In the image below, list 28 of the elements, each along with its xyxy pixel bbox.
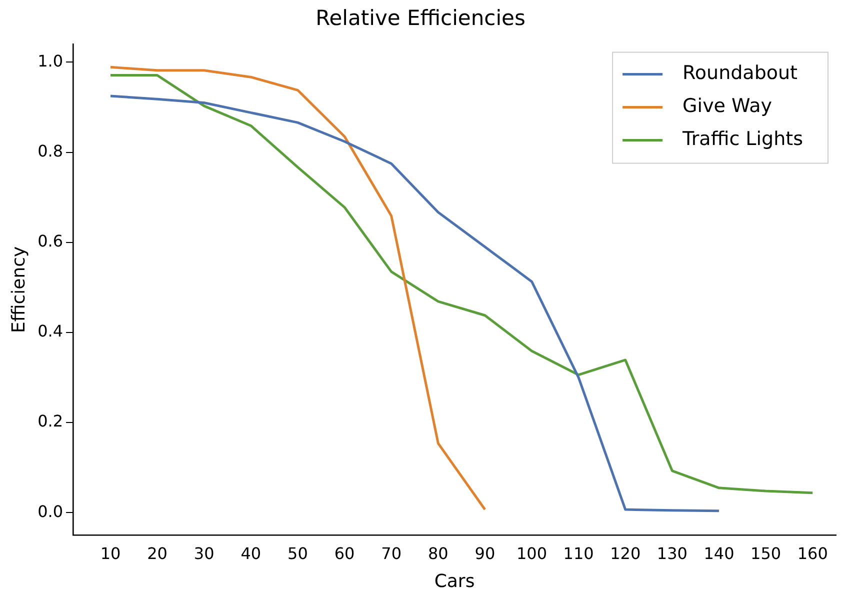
x-tick-label: 150 — [750, 544, 782, 563]
x-tick-label: 20 — [147, 544, 168, 563]
x-tick-label: 140 — [704, 544, 734, 563]
y-tick-label: 0.2 — [38, 412, 64, 431]
legend-label: Traffic Lights — [682, 128, 804, 150]
x-tick-label: 40 — [240, 544, 262, 563]
legend-label: Give Way — [682, 95, 772, 118]
x-tick-label: 90 — [474, 544, 496, 563]
x-tick-label: 120 — [610, 544, 641, 563]
x-tick-label: 50 — [288, 544, 308, 563]
x-axis-title: Cars — [434, 570, 475, 592]
x-tick-label: 160 — [797, 544, 828, 563]
x-tick-label: 10 — [100, 544, 121, 563]
x-tick-label: 70 — [381, 544, 402, 563]
y-tick-label: 0.8 — [38, 141, 64, 160]
chart-title: Relative Efficiencies — [316, 6, 526, 30]
y-tick-label: 0.4 — [38, 322, 64, 341]
y-tick-label: 1.0 — [38, 51, 64, 70]
x-tick-label: 30 — [194, 544, 214, 563]
x-tick-label: 130 — [656, 544, 688, 563]
x-tick-label: 60 — [334, 544, 355, 563]
y-axis-title: Efficiency — [8, 246, 30, 334]
y-tick-label: 0.6 — [38, 232, 64, 251]
x-tick-label: 80 — [428, 544, 448, 563]
legend-label: Roundabout — [682, 62, 798, 84]
y-tick-label: 0.0 — [38, 502, 64, 521]
x-tick-label: 110 — [563, 544, 594, 563]
x-tick-label: 100 — [516, 544, 548, 563]
